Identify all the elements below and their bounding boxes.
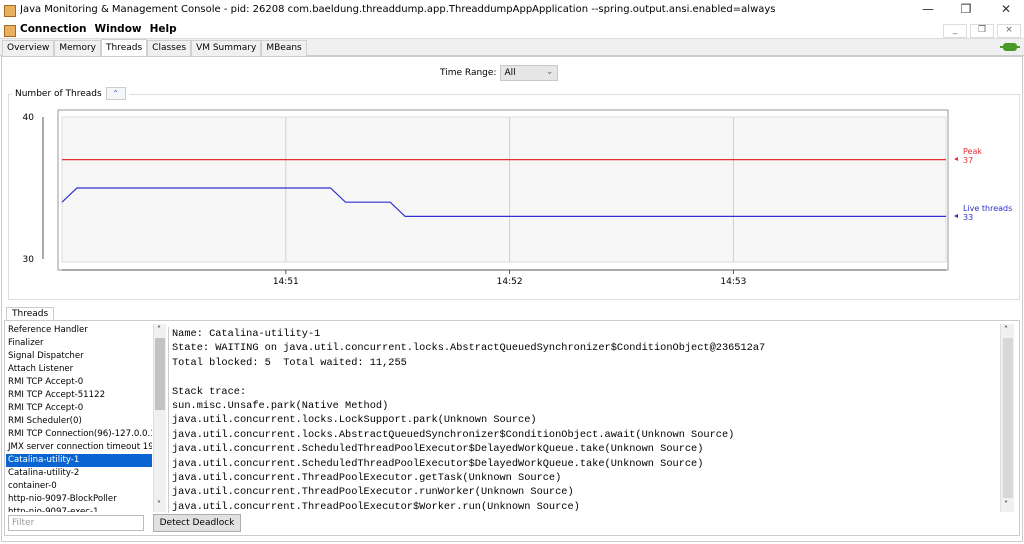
thread-list[interactable]: Reference Handler Finalizer Signal Dispatc…	[6, 324, 152, 512]
detail-scrollbar[interactable]: ˄ ˅	[1000, 324, 1014, 512]
menu-help[interactable]: Help	[149, 23, 177, 35]
menu-bar: Connection Window Help _ ❐ ×	[0, 22, 1024, 39]
mdi-restore-button[interactable]: ❐	[970, 24, 994, 38]
menu-items: Connection Window Help	[20, 23, 177, 35]
peak-marker-icon	[954, 157, 958, 161]
y-tick-label: 40	[23, 113, 35, 123]
thread-list-item[interactable]: RMI TCP Accept-51122	[8, 390, 106, 400]
chart-group	[8, 94, 1020, 300]
detail-line: java.util.concurrent.ThreadPoolExecutor$…	[172, 500, 580, 513]
y-tick-label: 30	[23, 255, 35, 265]
maximize-button[interactable]: ❐	[960, 2, 972, 16]
mdi-minimize-button[interactable]: _	[943, 24, 967, 38]
menu-window[interactable]: Window	[94, 23, 142, 35]
collapse-chart-button[interactable]: ⌃	[105, 87, 126, 100]
thread-list-item[interactable]: http-nio-9097-exec-1	[8, 507, 99, 512]
detail-line: java.util.concurrent.ThreadPoolExecutor.…	[172, 471, 562, 484]
detail-line: java.util.concurrent.locks.LockSupport.p…	[172, 414, 537, 427]
thread-list-scrollbar[interactable]: ˄ ˅	[153, 324, 166, 512]
thread-list-item[interactable]: Catalina-utility-2	[8, 468, 80, 478]
tab-bar: Overview Memory Threads Classes VM Summa…	[0, 39, 1024, 57]
thread-list-item[interactable]: Attach Listener	[8, 364, 74, 374]
close-button[interactable]: ✕	[1000, 2, 1012, 16]
thread-list-item[interactable]: RMI TCP Connection(96)-127.0.0.1	[8, 429, 152, 439]
scroll-thumb[interactable]	[155, 338, 165, 410]
legend-peak-name: Peak	[963, 147, 982, 156]
scroll-up-icon[interactable]: ˄	[1004, 325, 1008, 334]
window-title: Java Monitoring & Management Console - p…	[20, 4, 776, 15]
thread-list-item[interactable]: JMX server connection timeout 19	[8, 442, 152, 452]
thread-detail-text[interactable]: Name: Catalina-utility-1 State: WAITING o…	[168, 327, 998, 513]
thread-list-item[interactable]: Finalizer	[8, 338, 44, 348]
legend-live-value: 33	[963, 213, 973, 222]
detail-line: Name: Catalina-utility-1	[172, 328, 321, 340]
x-tick-label: 14:51	[273, 277, 299, 287]
detail-line: java.util.concurrent.locks.AbstractQueue…	[172, 428, 735, 441]
time-range: Time Range: All ⌄	[440, 65, 559, 81]
legend-live-name: Live threads	[963, 204, 1012, 213]
thread-list-item[interactable]: Reference Handler	[8, 325, 88, 335]
detail-line: java.util.concurrent.ScheduledThreadPool…	[172, 443, 704, 456]
tab-vm-summary[interactable]: VM Summary	[191, 40, 262, 56]
tab-mbeans[interactable]: MBeans	[261, 40, 307, 56]
chart-group-title: Number of Threads	[15, 88, 102, 99]
detect-deadlock-button[interactable]: Detect Deadlock	[153, 514, 241, 532]
mdi-close-button[interactable]: ×	[997, 24, 1021, 38]
connection-status-icon	[1000, 43, 1020, 51]
scroll-thumb[interactable]	[1003, 338, 1013, 498]
java-app-icon	[4, 5, 16, 17]
tab-overview[interactable]: Overview	[2, 40, 55, 56]
filter-input[interactable]: Filter	[8, 515, 144, 531]
title-bar: Java Monitoring & Management Console - p…	[0, 0, 1024, 22]
threads-chart: 40 30 14:51 14:52 14:53 Peak 37 Live threa…	[23, 109, 1012, 287]
thread-list-item[interactable]: RMI TCP Accept-0	[8, 377, 84, 387]
time-range-value: All	[504, 68, 516, 78]
x-tick-label: 14:52	[497, 277, 523, 287]
chart-group-header: Number of Threads ⌃	[12, 87, 129, 100]
time-range-select[interactable]: All ⌄	[500, 65, 559, 81]
threads-subtab[interactable]: Threads	[6, 307, 55, 321]
detail-line: sun.misc.Unsafe.park(Native Method)	[172, 399, 389, 412]
live-marker-icon	[954, 214, 958, 218]
thread-list-item[interactable]: container-0	[8, 481, 57, 491]
tab-threads[interactable]: Threads	[100, 39, 148, 57]
double-chevron-up-icon: ⌃	[112, 89, 120, 98]
detail-line: State: WAITING on java.util.concurrent.l…	[172, 342, 766, 355]
menu-connection[interactable]: Connection	[20, 23, 87, 35]
x-tick-label: 14:53	[720, 277, 746, 287]
detail-line: Total blocked: 5 Total waited: 11,255	[172, 356, 407, 369]
detail-line: Stack trace:	[172, 385, 247, 398]
threads-panel	[4, 320, 1020, 536]
detail-line: java.util.concurrent.ScheduledThreadPool…	[172, 457, 704, 470]
tab-classes[interactable]: Classes	[147, 40, 192, 56]
detail-line	[172, 370, 998, 384]
tab-row: Overview Memory Threads Classes VM Summa…	[2, 39, 307, 57]
chevron-down-icon: ⌄	[545, 67, 554, 77]
thread-list-item[interactable]: http-nio-9097-BlockPoller	[8, 494, 117, 504]
thread-list-item[interactable]: RMI Scheduler(0)	[8, 416, 82, 426]
scroll-up-icon[interactable]: ˄	[157, 325, 161, 334]
time-range-label: Time Range:	[440, 68, 497, 78]
minimize-button[interactable]: —	[922, 2, 934, 16]
thread-list-item[interactable]: Catalina-utility-1	[6, 454, 152, 467]
scroll-down-icon[interactable]: ˅	[1004, 500, 1008, 509]
java-app-icon	[4, 25, 16, 37]
plot-area	[61, 116, 947, 263]
scroll-down-icon[interactable]: ˅	[157, 500, 161, 509]
detail-line: java.util.concurrent.ThreadPoolExecutor.…	[172, 486, 574, 499]
thread-list-item[interactable]: Signal Dispatcher	[8, 351, 84, 361]
tab-memory[interactable]: Memory	[54, 40, 101, 56]
series-line-live-threads	[61, 187, 946, 217]
legend-peak-value: 37	[963, 156, 973, 165]
thread-list-item[interactable]: RMI TCP Accept-0	[8, 403, 84, 413]
